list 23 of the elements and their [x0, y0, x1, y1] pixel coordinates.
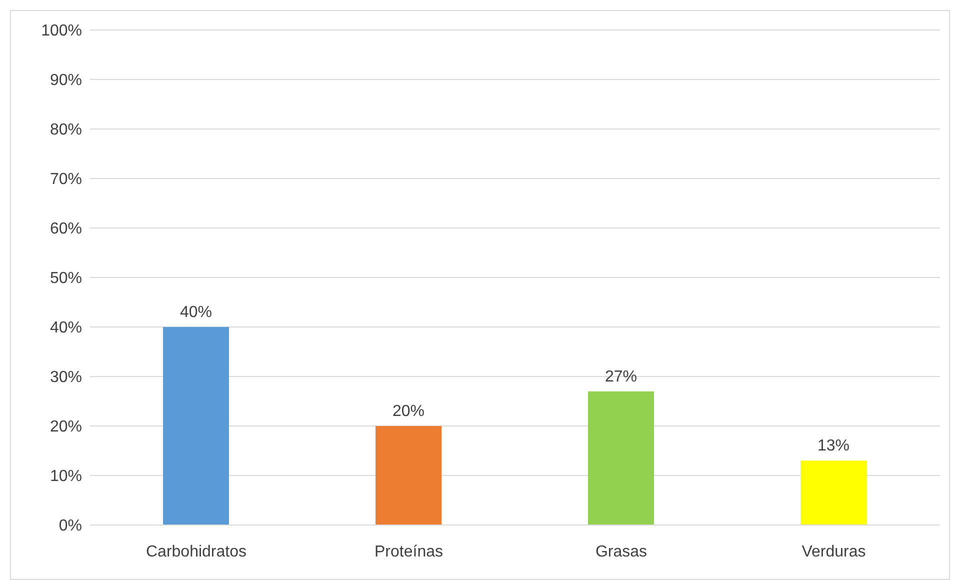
data-label: 40%: [180, 304, 212, 321]
y-tick-label: 100%: [41, 22, 82, 40]
y-tick-label: 0%: [58, 518, 82, 535]
y-tick-label: 80%: [50, 122, 82, 139]
x-tick-label: Grasas: [595, 543, 648, 560]
x-tick-label: Verduras: [802, 543, 866, 560]
data-label: 13%: [817, 438, 850, 455]
x-tick-label: Proteínas: [374, 543, 443, 560]
y-tick-label: 70%: [50, 171, 82, 188]
y-tick-label: 90%: [50, 72, 82, 90]
y-tick-label: 30%: [50, 369, 82, 386]
y-tick-label: 10%: [50, 468, 82, 486]
data-label: 27%: [604, 368, 638, 386]
y-tick-label: 40%: [50, 320, 82, 337]
bar: [588, 391, 654, 525]
bar: [800, 460, 866, 525]
data-label: 20%: [392, 403, 425, 420]
x-tick-label: Carbohidratos: [146, 543, 246, 560]
y-tick-label: 20%: [50, 418, 82, 436]
y-tick-label: 60%: [50, 220, 82, 238]
y-tick-label: 50%: [50, 270, 82, 288]
bar: [163, 327, 229, 525]
bar: [376, 426, 442, 525]
